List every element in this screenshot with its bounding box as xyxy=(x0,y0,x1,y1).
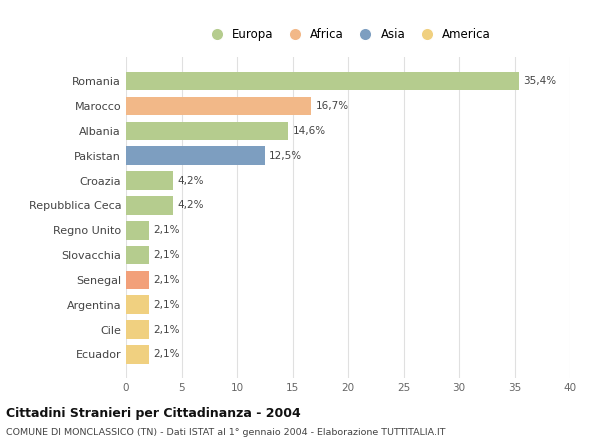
Bar xyxy=(126,271,149,289)
Bar xyxy=(126,97,311,115)
Text: 2,1%: 2,1% xyxy=(154,325,180,335)
Text: 14,6%: 14,6% xyxy=(293,126,326,136)
Bar xyxy=(126,320,149,339)
Text: Cittadini Stranieri per Cittadinanza - 2004: Cittadini Stranieri per Cittadinanza - 2… xyxy=(6,407,301,420)
Bar xyxy=(126,345,149,364)
Text: 12,5%: 12,5% xyxy=(269,150,302,161)
Text: COMUNE DI MONCLASSICO (TN) - Dati ISTAT al 1° gennaio 2004 - Elaborazione TUTTIT: COMUNE DI MONCLASSICO (TN) - Dati ISTAT … xyxy=(6,428,445,436)
Text: 2,1%: 2,1% xyxy=(154,349,180,359)
Text: 16,7%: 16,7% xyxy=(316,101,349,111)
Legend: Europa, Africa, Asia, America: Europa, Africa, Asia, America xyxy=(202,25,494,44)
Text: 35,4%: 35,4% xyxy=(523,76,557,86)
Bar xyxy=(126,295,149,314)
Text: 2,1%: 2,1% xyxy=(154,225,180,235)
Text: 2,1%: 2,1% xyxy=(154,250,180,260)
Bar xyxy=(126,72,519,91)
Bar xyxy=(126,171,173,190)
Bar xyxy=(126,121,288,140)
Text: 4,2%: 4,2% xyxy=(177,200,203,210)
Text: 2,1%: 2,1% xyxy=(154,275,180,285)
Bar xyxy=(126,147,265,165)
Bar xyxy=(126,246,149,264)
Bar xyxy=(126,196,173,215)
Text: 2,1%: 2,1% xyxy=(154,300,180,310)
Bar xyxy=(126,221,149,239)
Text: 4,2%: 4,2% xyxy=(177,176,203,186)
